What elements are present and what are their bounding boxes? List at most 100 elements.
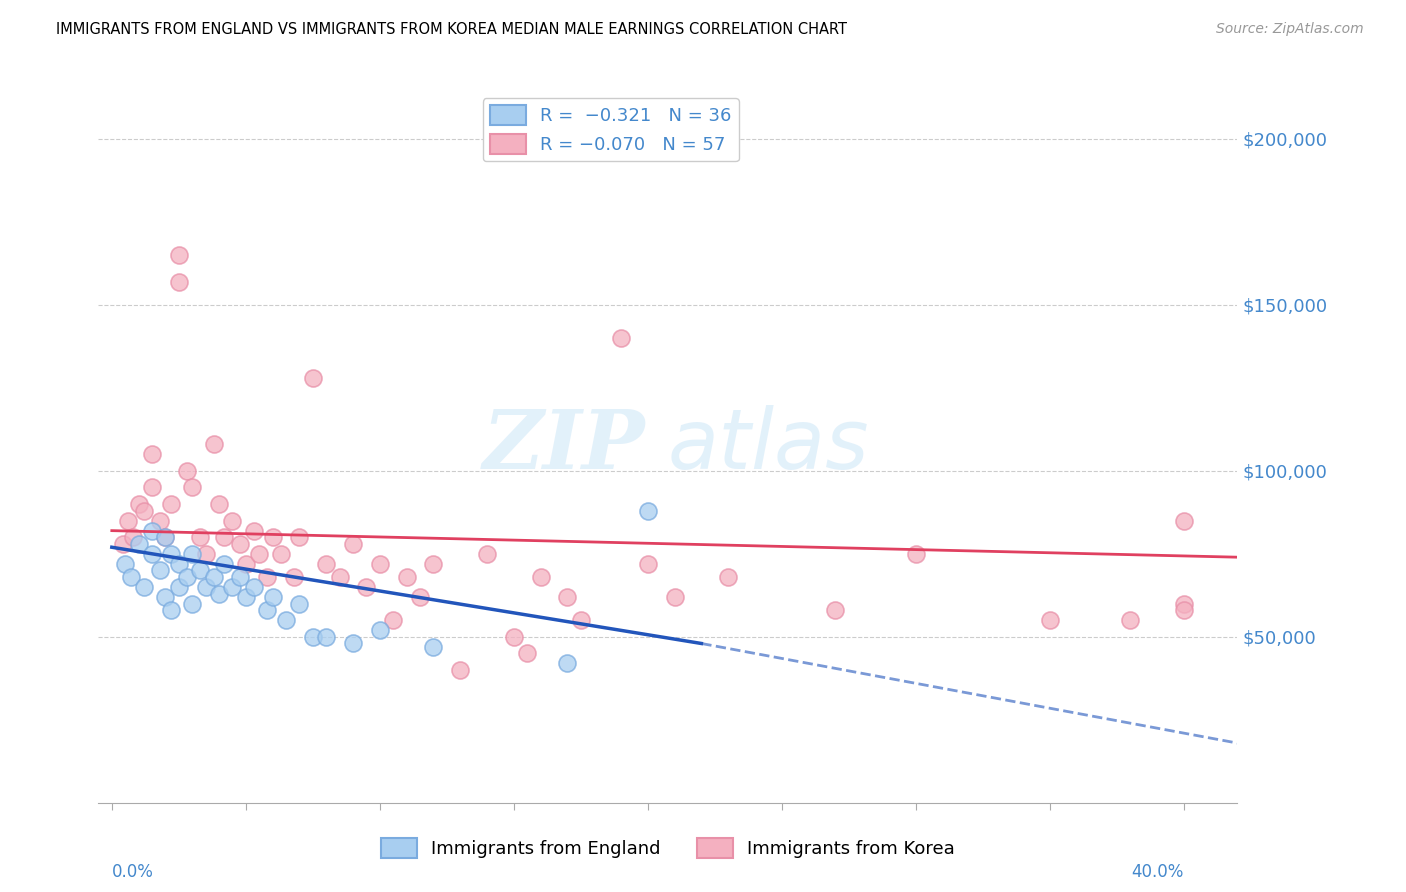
Point bbox=[155, 530, 177, 544]
Point bbox=[557, 657, 579, 671]
Point bbox=[409, 590, 432, 604]
Point bbox=[283, 570, 305, 584]
Point bbox=[235, 590, 257, 604]
Point bbox=[301, 371, 323, 385]
Point bbox=[243, 580, 266, 594]
Point bbox=[1173, 514, 1195, 528]
Point bbox=[516, 647, 538, 661]
Point bbox=[117, 514, 139, 528]
Point bbox=[128, 497, 150, 511]
Point bbox=[247, 547, 270, 561]
Point bbox=[155, 590, 177, 604]
Point bbox=[262, 530, 284, 544]
Point bbox=[167, 248, 190, 262]
Point bbox=[176, 570, 198, 584]
Point bbox=[637, 504, 659, 518]
Point bbox=[637, 557, 659, 571]
Point bbox=[422, 557, 444, 571]
Point bbox=[502, 630, 524, 644]
Point bbox=[610, 331, 633, 345]
Point bbox=[141, 447, 163, 461]
Text: 40.0%: 40.0% bbox=[1132, 863, 1184, 880]
Point bbox=[529, 570, 551, 584]
Point bbox=[202, 570, 225, 584]
Point bbox=[208, 587, 231, 601]
Point bbox=[214, 557, 236, 571]
Point bbox=[342, 537, 364, 551]
Point bbox=[208, 497, 231, 511]
Point bbox=[256, 603, 278, 617]
Point bbox=[167, 557, 190, 571]
Point bbox=[824, 603, 846, 617]
Point bbox=[141, 524, 163, 538]
Point bbox=[904, 547, 927, 561]
Point bbox=[221, 580, 243, 594]
Point bbox=[111, 537, 134, 551]
Point bbox=[181, 547, 204, 561]
Point bbox=[159, 547, 181, 561]
Point bbox=[235, 557, 257, 571]
Point bbox=[315, 557, 337, 571]
Point bbox=[270, 547, 292, 561]
Point bbox=[449, 663, 471, 677]
Point bbox=[181, 481, 204, 495]
Point bbox=[243, 524, 266, 538]
Point bbox=[1119, 613, 1142, 627]
Point bbox=[167, 275, 190, 289]
Point bbox=[122, 530, 145, 544]
Point bbox=[132, 504, 155, 518]
Point bbox=[557, 590, 579, 604]
Point bbox=[422, 640, 444, 654]
Text: 0.0%: 0.0% bbox=[112, 863, 153, 880]
Point bbox=[256, 570, 278, 584]
Point bbox=[149, 514, 172, 528]
Point bbox=[262, 590, 284, 604]
Point bbox=[1173, 597, 1195, 611]
Point bbox=[717, 570, 740, 584]
Point bbox=[149, 564, 172, 578]
Point bbox=[141, 481, 163, 495]
Point bbox=[141, 547, 163, 561]
Point bbox=[368, 557, 391, 571]
Point bbox=[194, 580, 217, 594]
Point bbox=[155, 530, 177, 544]
Point bbox=[475, 547, 498, 561]
Point bbox=[229, 537, 252, 551]
Point bbox=[176, 464, 198, 478]
Point bbox=[159, 497, 181, 511]
Point bbox=[114, 557, 136, 571]
Point bbox=[221, 514, 243, 528]
Point bbox=[167, 580, 190, 594]
Point bbox=[274, 613, 297, 627]
Point bbox=[1039, 613, 1062, 627]
Point bbox=[288, 530, 311, 544]
Text: IMMIGRANTS FROM ENGLAND VS IMMIGRANTS FROM KOREA MEDIAN MALE EARNINGS CORRELATIO: IMMIGRANTS FROM ENGLAND VS IMMIGRANTS FR… bbox=[56, 22, 848, 37]
Point bbox=[188, 564, 211, 578]
Point bbox=[181, 597, 204, 611]
Point bbox=[301, 630, 323, 644]
Point bbox=[159, 603, 181, 617]
Point bbox=[229, 570, 252, 584]
Text: Source: ZipAtlas.com: Source: ZipAtlas.com bbox=[1216, 22, 1364, 37]
Point bbox=[395, 570, 418, 584]
Point bbox=[1173, 603, 1195, 617]
Point bbox=[342, 636, 364, 650]
Point bbox=[214, 530, 236, 544]
Point bbox=[315, 630, 337, 644]
Point bbox=[132, 580, 155, 594]
Point bbox=[288, 597, 311, 611]
Point bbox=[368, 624, 391, 638]
Point bbox=[329, 570, 352, 584]
Point bbox=[382, 613, 405, 627]
Point bbox=[664, 590, 686, 604]
Point bbox=[188, 530, 211, 544]
Point bbox=[194, 547, 217, 561]
Point bbox=[202, 437, 225, 451]
Legend: Immigrants from England, Immigrants from Korea: Immigrants from England, Immigrants from… bbox=[374, 830, 962, 865]
Text: atlas: atlas bbox=[668, 406, 869, 486]
Point bbox=[569, 613, 592, 627]
Point bbox=[356, 580, 378, 594]
Text: ZIP: ZIP bbox=[482, 406, 645, 486]
Point bbox=[120, 570, 142, 584]
Point bbox=[128, 537, 150, 551]
